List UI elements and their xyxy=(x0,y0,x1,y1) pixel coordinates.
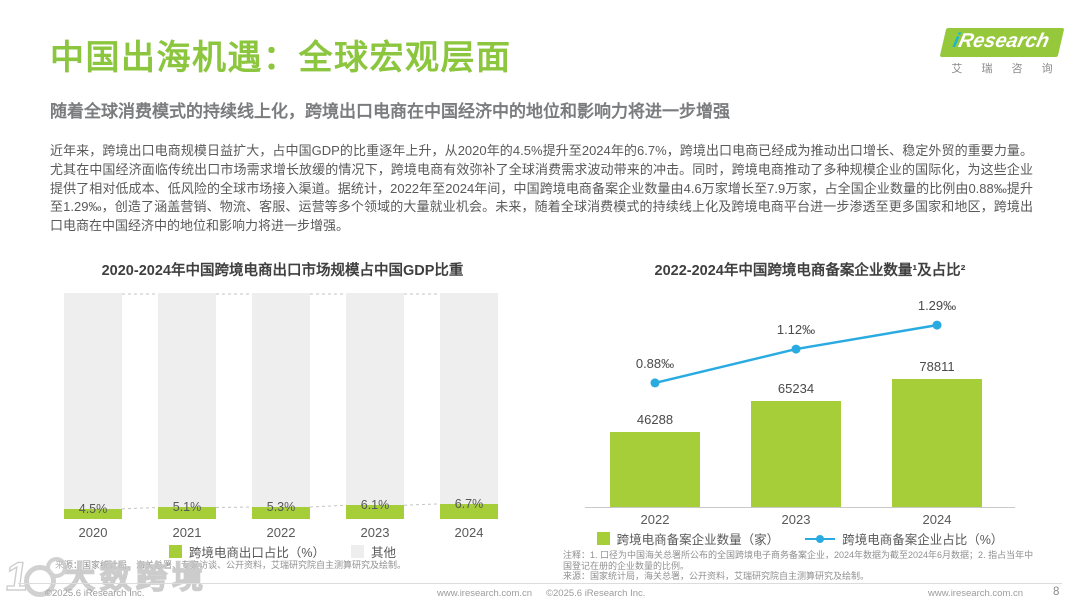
legend-label: 跨境电商备案企业占比（%） xyxy=(842,533,1004,547)
left-bar-share-2020 xyxy=(64,508,122,519)
legend-label: 跨境电商备案企业数量（家） xyxy=(616,533,780,547)
right-bar-2022 xyxy=(610,431,700,507)
legend-item-other: 其他 xyxy=(351,542,396,561)
left-bar-share-2021 xyxy=(158,507,216,519)
left-bar-value-label: 5.1% xyxy=(172,500,202,515)
gray-swatch-icon xyxy=(351,545,365,558)
left-chart-plot: 4.5% 5.1% 5.3% 6.1% 6.7% xyxy=(64,293,501,519)
page-title: 中国出海机遇：全球宏观层面 xyxy=(50,39,512,77)
right-chart-title: 2022-2024年中国跨境电商备案企业数量¹及占比² xyxy=(654,263,966,279)
right-chart-source: 来源：国家统计局，海关总署，公开资料，艾瑞研究院自主测算研究及绘制。 xyxy=(563,571,870,581)
right-chart-plot: 46288 0.88‰ 65234 1.12‰ 78811 1.29‰ xyxy=(585,298,1015,508)
blue-line-dot-icon xyxy=(805,534,836,544)
right-chart-line-series xyxy=(650,320,942,388)
left-x-tick-label: 2023 xyxy=(360,525,390,540)
left-x-tick-label: 2022 xyxy=(266,525,296,540)
right-line-value-label: 1.12‰ xyxy=(776,322,816,338)
left-chart-legend: 跨境电商出口占比（%） 其他 xyxy=(64,542,501,561)
left-x-tick-label: 2021 xyxy=(172,525,202,540)
left-chart-x-axis: 2020 2021 2022 2023 2024 xyxy=(64,525,501,541)
left-x-tick-label: 2020 xyxy=(78,525,108,540)
right-bar-value-label: 46288 xyxy=(636,411,674,427)
page-number: 8 xyxy=(1053,586,1060,598)
left-chart-dashed-lines xyxy=(121,293,441,510)
left-bar-share-2022 xyxy=(252,507,310,519)
right-x-tick-label: 2022 xyxy=(640,512,670,527)
footer-copyright-left: ©2025.6 iResearch Inc. xyxy=(45,588,145,599)
footer-url-left: www.iresearch.com.cn xyxy=(437,588,533,599)
body-paragraph: 近年来，跨境出口电商规模日益扩大，占中国GDP的比重逐年上升，从2020年的4.… xyxy=(50,143,1033,234)
legend-label: 其他 xyxy=(371,546,397,560)
legend-item-export-share: 跨境电商出口占比（%） xyxy=(168,542,326,561)
right-chart-note: 注释：1. 口径为中国海关总署所公布的全国跨境电子商务备案企业，2024年数据为… xyxy=(563,550,1034,571)
green-swatch-icon xyxy=(168,545,182,558)
left-bar-value-label: 4.5% xyxy=(78,501,108,516)
left-bar-other-2023 xyxy=(346,293,404,506)
legend-label: 跨境电商出口占比（%） xyxy=(188,546,326,560)
left-bar-other-2022 xyxy=(252,293,310,508)
right-line-value-label: 1.29‰ xyxy=(917,298,957,314)
footer-divider xyxy=(18,583,1062,584)
left-x-tick-label: 2024 xyxy=(454,525,484,540)
right-bar-value-label: 78811 xyxy=(919,359,955,374)
subtitle: 随着全球消费模式的持续线上化，跨境出口电商在中国经济中的地位和影响力将进一步增强 xyxy=(50,102,730,121)
iresearch-logo-text: iResearch xyxy=(951,30,1052,52)
left-bar-share-2023 xyxy=(346,505,404,519)
footer-url-right: www.iresearch.com.cn xyxy=(928,588,1024,599)
iresearch-logo: iResearch 艾 瑞 咨 询 xyxy=(936,28,1068,76)
left-bar-value-label: 5.3% xyxy=(266,500,296,515)
left-bar-other-2021 xyxy=(158,293,216,508)
left-bar-value-label: 6.7% xyxy=(454,496,484,511)
left-chart-title: 2020-2024年中国跨境电商出口市场规模占中国GDP比重 xyxy=(101,263,464,279)
right-chart-legend: 跨境电商备案企业数量（家） 跨境电商备案企业占比（%） xyxy=(565,529,1035,548)
right-line-value-label: 0.88‰ xyxy=(635,355,675,371)
footer-copyright-right: ©2025.6 iResearch Inc. xyxy=(546,588,646,599)
iresearch-logo-box: iResearch xyxy=(939,28,1065,57)
left-bar-share-2024 xyxy=(440,503,498,519)
left-bar-value-label: 6.1% xyxy=(360,498,390,513)
right-x-tick-label: 2023 xyxy=(781,512,811,527)
legend-item-registered-count: 跨境电商备案企业数量（家） xyxy=(596,529,780,548)
right-x-tick-label: 2024 xyxy=(922,512,952,527)
right-bar-value-label: 65234 xyxy=(777,381,815,397)
left-bar-other-2020 xyxy=(64,293,122,509)
iresearch-logo-chinese: 艾 瑞 咨 询 xyxy=(951,63,1061,75)
green-swatch-icon xyxy=(596,532,610,545)
logo-research-letters: Research xyxy=(956,30,1052,52)
right-chart-x-axis: 2022 2023 2024 xyxy=(585,512,1015,528)
left-bar-other-2024 xyxy=(440,293,498,504)
legend-item-registered-share: 跨境电商备案企业占比（%） xyxy=(805,529,1003,548)
right-bar-2023 xyxy=(751,401,841,507)
right-bar-2024 xyxy=(892,379,982,507)
left-chart-source: 来源：国家统计局、海关总署、专家访谈、公开资料，艾瑞研究院自主测算研究及绘制。 xyxy=(55,560,407,570)
